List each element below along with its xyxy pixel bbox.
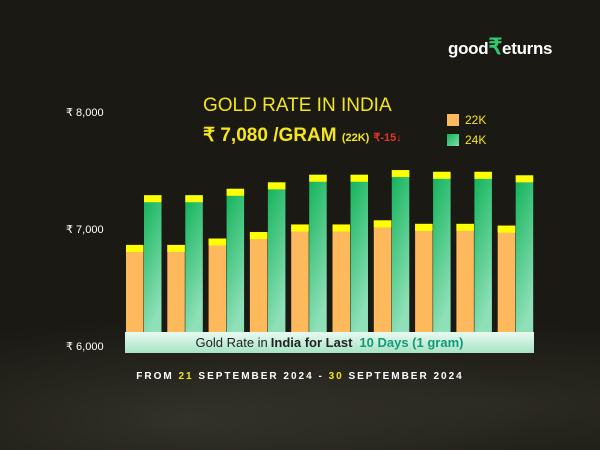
bar-24k-3 bbox=[267, 182, 286, 334]
bar-24k-2 bbox=[226, 188, 245, 334]
bar-cap bbox=[415, 223, 433, 231]
y-tick-label: ₹ 8,000 bbox=[66, 107, 104, 119]
bar-22k-2 bbox=[208, 238, 227, 334]
bar-cap bbox=[433, 171, 451, 179]
bar-22k-7 bbox=[415, 223, 433, 334]
bar-cap bbox=[226, 188, 245, 196]
y-tick-label: ₹ 7,000 bbox=[66, 224, 104, 236]
y-tick-label: ₹ 6,000 bbox=[66, 341, 104, 353]
bar-cap bbox=[497, 225, 516, 233]
price-change: ₹-15↓ bbox=[373, 132, 402, 144]
bar-24k-4 bbox=[309, 174, 327, 334]
bar-24k-6 bbox=[391, 170, 410, 334]
bar-cap bbox=[167, 244, 185, 252]
bar-cap bbox=[208, 238, 227, 246]
bar-cap bbox=[350, 174, 368, 182]
bar-cap bbox=[291, 224, 309, 232]
legend-22k: 22K bbox=[447, 110, 486, 130]
bar-24k-5 bbox=[350, 174, 368, 334]
bar-cap bbox=[267, 182, 286, 190]
bar-24k-9 bbox=[515, 175, 534, 334]
legend: 22K 24K bbox=[447, 110, 486, 150]
bar-cap bbox=[391, 170, 410, 178]
chart-title: GOLD RATE IN INDIA bbox=[203, 95, 392, 116]
bar-cap bbox=[373, 220, 392, 228]
bar-cap bbox=[144, 195, 162, 203]
bar-22k-6 bbox=[373, 220, 392, 334]
bar-cap bbox=[332, 224, 350, 232]
chart-caption-banner: Gold Rate in India for Last 10 Days (1 gra… bbox=[125, 332, 534, 353]
bar-24k-1 bbox=[185, 195, 203, 334]
bar-cap bbox=[309, 174, 327, 182]
bar-22k-1 bbox=[167, 244, 185, 334]
current-price: ₹ 7,080 /GRAM (22K) ₹-15↓ bbox=[203, 125, 402, 146]
legend-24k: 24K bbox=[447, 130, 486, 150]
bar-24k-8 bbox=[474, 171, 492, 334]
goodreturns-logo: good₹eturns bbox=[448, 34, 553, 59]
date-range: FROM 21 SEPTEMBER 2024 - 30 SEPTEMBER 20… bbox=[136, 371, 464, 382]
bar-22k-9 bbox=[497, 225, 516, 334]
bar-cap bbox=[126, 244, 144, 252]
bar-cap bbox=[474, 171, 492, 179]
bar-22k-0 bbox=[126, 244, 144, 334]
bar-24k-0 bbox=[144, 195, 162, 334]
bar-22k-3 bbox=[249, 232, 268, 334]
bar-22k-4 bbox=[291, 224, 309, 334]
bar-22k-5 bbox=[332, 224, 350, 334]
bar-cap bbox=[456, 223, 474, 231]
bar-22k-8 bbox=[456, 223, 474, 334]
bar-cap bbox=[185, 195, 203, 203]
bar-cap bbox=[249, 232, 268, 240]
bar-24k-7 bbox=[433, 171, 451, 334]
bar-cap bbox=[515, 175, 534, 183]
